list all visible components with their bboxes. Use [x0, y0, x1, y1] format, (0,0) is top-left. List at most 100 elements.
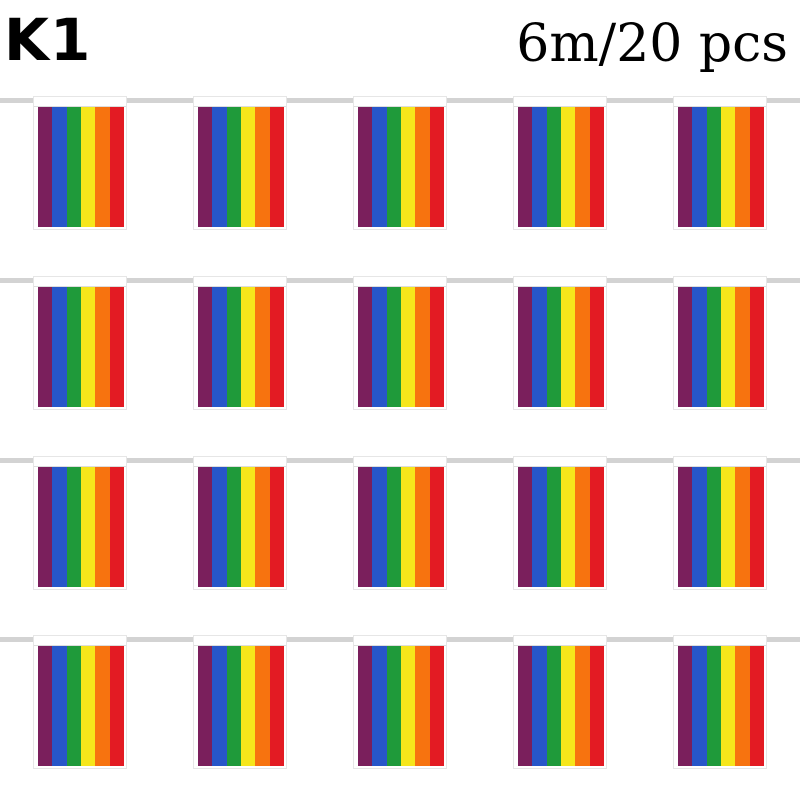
flag-stripe: [735, 107, 750, 227]
flag-stripe: [546, 107, 561, 227]
flag-stripe: [749, 467, 764, 587]
flag-stripe: [575, 646, 590, 766]
flag-stripes: [518, 467, 604, 587]
flag-stripe: [52, 287, 67, 407]
rainbow-flag: [514, 277, 606, 409]
flag-stripe: [212, 287, 227, 407]
flag-stripes: [678, 467, 764, 587]
flag-stripes: [678, 646, 764, 766]
flag-stripes: [198, 646, 284, 766]
flag-sleeve: [674, 97, 766, 107]
rainbow-flag: [674, 277, 766, 409]
flag-stripe: [66, 107, 81, 227]
rainbow-flag: [194, 277, 286, 409]
flag-stripes: [198, 107, 284, 227]
flag-stripe: [80, 107, 96, 227]
flag-stripe: [358, 107, 373, 227]
flag-stripe: [255, 287, 270, 407]
flag-stripe: [546, 467, 561, 587]
flag-stripe: [386, 646, 401, 766]
flag-stripe: [400, 467, 416, 587]
flag-stripe: [226, 287, 241, 407]
flag-stripes: [38, 287, 124, 407]
flag-stripe: [720, 646, 736, 766]
flag-stripe: [255, 107, 270, 227]
flag-stripe: [66, 646, 81, 766]
flag-stripes: [518, 646, 604, 766]
flag-stripe: [38, 467, 53, 587]
flag-sleeve: [354, 277, 446, 287]
flag-stripes: [518, 287, 604, 407]
flag-stripe: [560, 107, 576, 227]
flag-stripe: [240, 287, 256, 407]
flag-stripe: [358, 287, 373, 407]
flag-stripe: [532, 467, 547, 587]
flag-stripe: [198, 287, 213, 407]
flag-stripe: [400, 646, 416, 766]
flag-stripe: [429, 107, 444, 227]
flag-stripe: [269, 646, 284, 766]
flag-stripe: [692, 287, 707, 407]
flag-stripe: [80, 467, 96, 587]
flag-stripe: [226, 646, 241, 766]
flag-sleeve: [34, 457, 126, 467]
flag-stripe: [735, 646, 750, 766]
flag-stripe: [95, 107, 110, 227]
flag-stripe: [692, 107, 707, 227]
flag-stripes: [358, 467, 444, 587]
flag-stripe: [575, 467, 590, 587]
flag-stripe: [80, 646, 96, 766]
rainbow-flag: [674, 457, 766, 589]
flag-stripe: [706, 107, 721, 227]
flag-sleeve: [674, 277, 766, 287]
flag-stripe: [66, 287, 81, 407]
rainbow-flag: [34, 277, 126, 409]
flag-sleeve: [194, 457, 286, 467]
flag-stripe: [429, 646, 444, 766]
flag-sleeve: [674, 636, 766, 646]
flag-stripes: [518, 107, 604, 227]
flag-stripe: [109, 646, 124, 766]
flag-stripe: [358, 467, 373, 587]
flag-stripe: [560, 467, 576, 587]
flag-stripe: [38, 646, 53, 766]
rainbow-flag: [354, 97, 446, 229]
flag-stripe: [269, 107, 284, 227]
flag-stripe: [226, 107, 241, 227]
flag-stripe: [95, 467, 110, 587]
flag-sleeve: [354, 457, 446, 467]
rainbow-flag: [514, 457, 606, 589]
flag-stripe: [66, 467, 81, 587]
flag-stripe: [518, 287, 533, 407]
flag-stripe: [415, 467, 430, 587]
flag-stripe: [240, 467, 256, 587]
flag-stripe: [532, 107, 547, 227]
flag-stripe: [386, 107, 401, 227]
flag-stripe: [560, 287, 576, 407]
flag-stripe: [546, 646, 561, 766]
flag-stripes: [678, 287, 764, 407]
rainbow-flag: [514, 636, 606, 768]
flag-stripes: [38, 646, 124, 766]
flag-stripes: [198, 467, 284, 587]
flag-stripes: [198, 287, 284, 407]
flag-stripe: [198, 467, 213, 587]
rainbow-flag: [674, 97, 766, 229]
flag-stripe: [226, 467, 241, 587]
flag-stripe: [575, 107, 590, 227]
flag-stripe: [532, 646, 547, 766]
flag-stripe: [678, 107, 693, 227]
flag-stripe: [255, 467, 270, 587]
flag-stripe: [575, 287, 590, 407]
flag-stripes: [358, 287, 444, 407]
flag-stripe: [415, 107, 430, 227]
flag-stripe: [358, 646, 373, 766]
flag-stripe: [720, 467, 736, 587]
flag-stripe: [95, 287, 110, 407]
flag-stripe: [109, 467, 124, 587]
flag-stripe: [706, 287, 721, 407]
flag-sleeve: [514, 636, 606, 646]
flag-stripe: [749, 287, 764, 407]
flag-stripe: [415, 646, 430, 766]
flag-stripe: [589, 467, 604, 587]
